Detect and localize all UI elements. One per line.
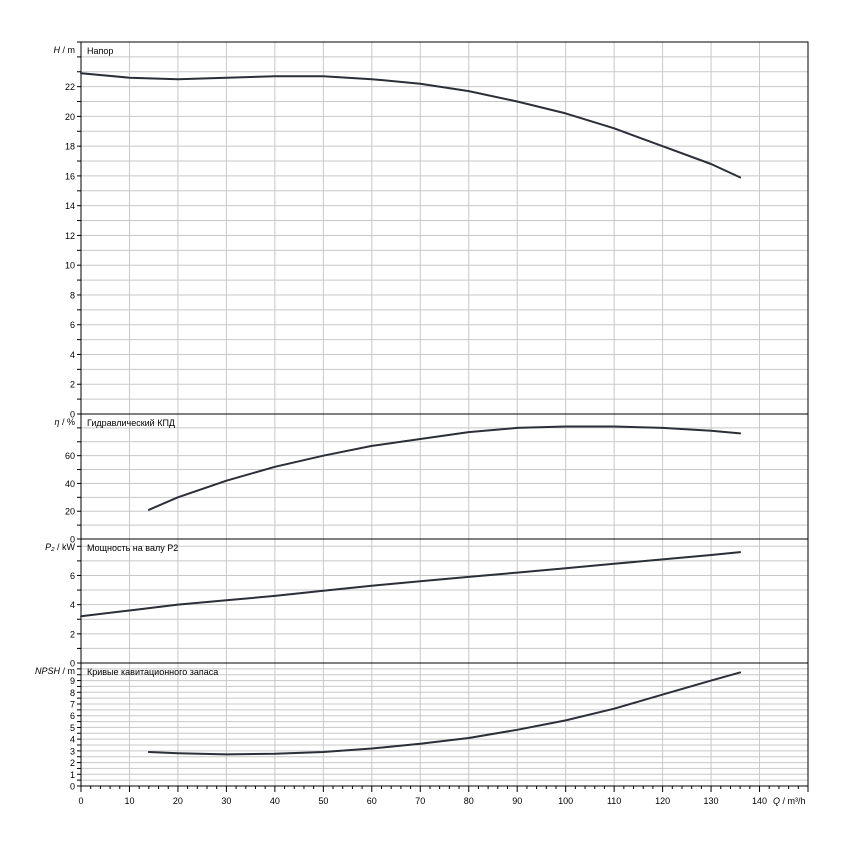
- x-tick-label: 130: [704, 796, 719, 806]
- y-tick-label: 2: [70, 629, 75, 639]
- y-tick-label: 2: [70, 380, 75, 390]
- series-line: [80, 72, 742, 179]
- y-tick-label: 22: [65, 82, 75, 92]
- series-line: [147, 671, 742, 756]
- y-tick-label: 4: [70, 350, 75, 360]
- panel-frame: [80, 662, 809, 787]
- y-tick-label: 5: [70, 723, 75, 733]
- y-tick-label: 6: [70, 711, 75, 721]
- y-tick-label: 7: [70, 700, 75, 710]
- series-line: [80, 551, 742, 618]
- y-axis-label: NPSH / m: [35, 666, 75, 676]
- panel-title: Мощность на валу P2: [87, 543, 178, 553]
- y-tick-label: 0: [70, 782, 75, 792]
- y-axis-label: η / %: [54, 417, 75, 427]
- y-tick-label: 1: [70, 770, 75, 780]
- y-axis-label: P₂ / kW: [45, 542, 75, 552]
- y-tick-label: 3: [70, 746, 75, 756]
- x-tick-label: 70: [415, 796, 425, 806]
- panel-frame: [80, 413, 809, 540]
- x-tick-label: 40: [270, 796, 280, 806]
- x-tick-label: 20: [173, 796, 183, 806]
- y-tick-label: 2: [70, 758, 75, 768]
- panel-title: Напор: [87, 46, 113, 56]
- y-tick-label: 0: [70, 410, 75, 420]
- y-tick-label: 8: [70, 688, 75, 698]
- y-tick-label: 60: [65, 451, 75, 461]
- y-tick-label: 6: [70, 320, 75, 330]
- x-tick-label: 110: [607, 796, 621, 806]
- x-tick-label: 100: [558, 796, 573, 806]
- y-tick-label: 18: [65, 142, 75, 152]
- x-tick-label: 60: [367, 796, 377, 806]
- y-tick-label: 14: [65, 201, 75, 211]
- y-tick-label: 6: [70, 571, 75, 581]
- x-tick-label: 80: [464, 796, 474, 806]
- x-tick-label: 0: [78, 796, 83, 806]
- x-axis-label: Q / m³/h: [773, 796, 806, 806]
- y-tick-label: 20: [65, 112, 75, 122]
- panel-title: Гидравлический КПД: [87, 418, 175, 428]
- x-tick-label: 90: [512, 796, 522, 806]
- y-tick-label: 8: [70, 290, 75, 300]
- y-tick-label: 40: [65, 479, 75, 489]
- y-tick-label: 0: [70, 535, 75, 545]
- x-tick-label: 10: [124, 796, 134, 806]
- y-tick-label: 4: [70, 600, 75, 610]
- panel-frame: [80, 41, 809, 415]
- y-tick-label: 9: [70, 676, 75, 686]
- series-line: [147, 425, 742, 511]
- y-tick-label: 4: [70, 735, 75, 745]
- y-tick-label: 0: [70, 659, 75, 669]
- panel-frame: [80, 538, 809, 664]
- y-axis-label: H / m: [54, 45, 76, 55]
- y-tick-label: 20: [65, 507, 75, 517]
- x-tick-label: 50: [318, 796, 328, 806]
- x-tick-label: 30: [221, 796, 231, 806]
- x-tick-label: 120: [655, 796, 670, 806]
- y-tick-label: 12: [65, 231, 75, 241]
- x-tick-label: 140: [752, 796, 767, 806]
- y-tick-label: 16: [65, 171, 75, 181]
- panel-title: Кривые кавитационного запаса: [87, 667, 218, 677]
- y-tick-label: 10: [65, 261, 75, 271]
